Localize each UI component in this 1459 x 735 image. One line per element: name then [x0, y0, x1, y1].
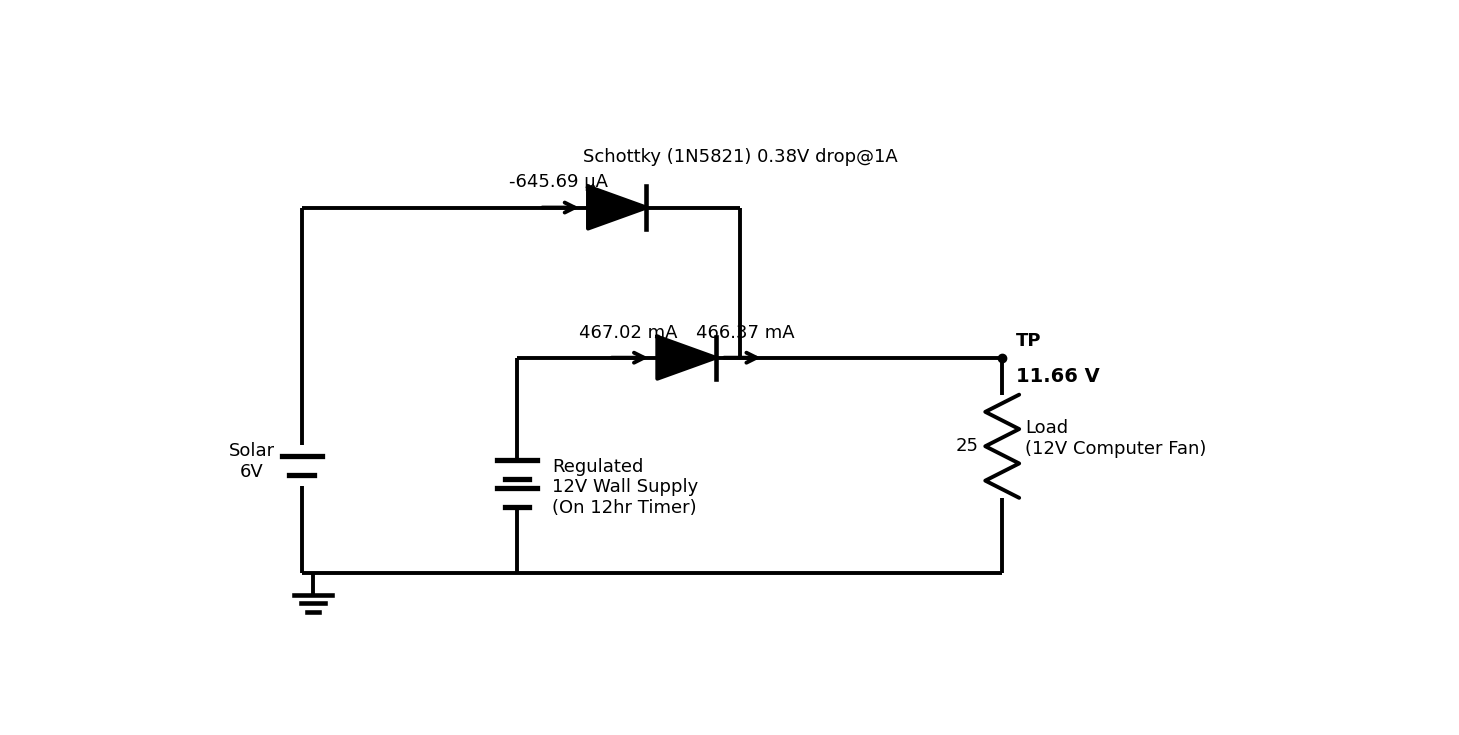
Text: 25: 25: [956, 437, 979, 455]
Text: 467.02 mA: 467.02 mA: [579, 324, 677, 343]
Text: Regulated
12V Wall Supply
(On 12hr Timer): Regulated 12V Wall Supply (On 12hr Timer…: [552, 458, 697, 517]
Text: Load
(12V Computer Fan): Load (12V Computer Fan): [1026, 419, 1207, 458]
Text: Schottky (1N5821) 0.38V drop@1A: Schottky (1N5821) 0.38V drop@1A: [584, 148, 897, 167]
Text: Solar
6V: Solar 6V: [229, 442, 274, 481]
Text: 466.37 mA: 466.37 mA: [696, 324, 794, 343]
Polygon shape: [657, 337, 716, 379]
Text: TP: TP: [1015, 332, 1042, 350]
Text: -645.69 μA: -645.69 μA: [509, 173, 608, 190]
Text: 11.66 V: 11.66 V: [1015, 367, 1100, 386]
Polygon shape: [588, 187, 646, 229]
